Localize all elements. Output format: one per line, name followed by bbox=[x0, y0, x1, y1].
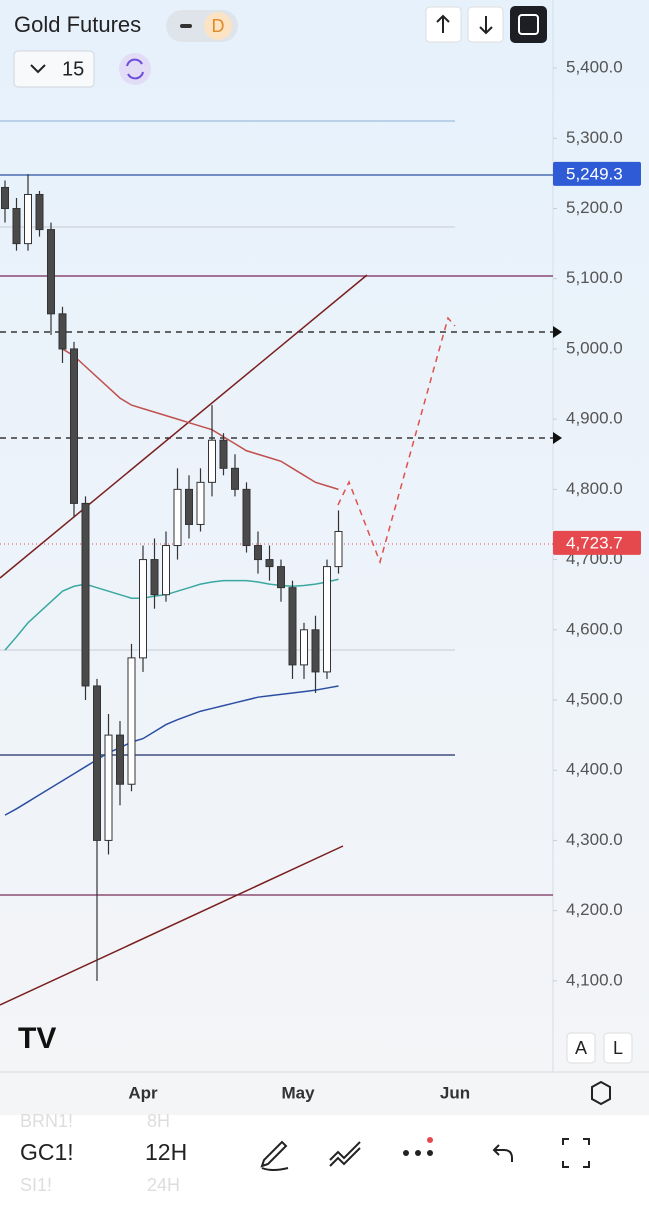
candle-body bbox=[173, 488, 182, 547]
y-tick-label: 5,100.0 bbox=[566, 268, 623, 287]
log-scale-button[interactable] bbox=[603, 1032, 633, 1064]
candle-body bbox=[81, 502, 90, 687]
price-marker bbox=[553, 161, 641, 186]
draw-icon[interactable] bbox=[260, 1140, 289, 1171]
candle-body bbox=[93, 685, 101, 841]
candle-body bbox=[1, 186, 9, 210]
undo-icon[interactable] bbox=[492, 1144, 513, 1162]
x-tick-label: May bbox=[281, 1083, 315, 1102]
x-tick-label: Apr bbox=[128, 1083, 158, 1102]
indicators-icon[interactable] bbox=[329, 1141, 361, 1167]
y-tick-label: 5,200.0 bbox=[566, 198, 623, 217]
y-tick-label: 4,400.0 bbox=[566, 760, 623, 779]
y-tick-label: 5,300.0 bbox=[566, 128, 623, 147]
badge: D bbox=[212, 16, 225, 36]
candle-body bbox=[311, 629, 320, 673]
candle-body bbox=[24, 193, 32, 245]
chart-background bbox=[0, 0, 649, 1115]
sync-button[interactable] bbox=[119, 53, 151, 85]
candle-body bbox=[300, 629, 308, 666]
candle-body bbox=[70, 348, 78, 504]
fullscreen-button[interactable] bbox=[510, 6, 547, 43]
moving-average bbox=[62, 348, 339, 491]
settings-icon[interactable] bbox=[591, 1080, 611, 1106]
scale-button-label: L bbox=[613, 1038, 623, 1058]
candle-body bbox=[47, 229, 55, 315]
candle-body bbox=[323, 566, 331, 673]
candle-body bbox=[219, 439, 228, 469]
bottom-toolbar bbox=[0, 1115, 649, 1200]
up-icon bbox=[436, 14, 450, 33]
candle-body bbox=[208, 439, 216, 483]
ghost-label: SI1! bbox=[20, 1175, 52, 1195]
candle-body bbox=[277, 566, 285, 589]
candle-body bbox=[254, 545, 262, 561]
ghost-label: 8H bbox=[147, 1111, 170, 1131]
y-tick-label: 4,500.0 bbox=[566, 689, 623, 708]
logo: TV bbox=[18, 1022, 56, 1055]
ghost-label: BRN1! bbox=[20, 1111, 73, 1131]
candle-body bbox=[185, 488, 193, 525]
price-marker-label: 4,723.7 bbox=[566, 533, 623, 552]
badge-circle bbox=[204, 12, 232, 40]
candle-body bbox=[116, 734, 124, 785]
y-tick-label: 4,600.0 bbox=[566, 619, 623, 638]
moving-average bbox=[4, 685, 339, 816]
candle-body bbox=[104, 734, 113, 841]
drawings bbox=[0, 120, 562, 1006]
candle-body bbox=[127, 657, 136, 785]
y-tick-label: 5,400.0 bbox=[566, 58, 623, 77]
price-marker bbox=[553, 530, 641, 555]
trend-line bbox=[0, 845, 344, 1006]
candle-body bbox=[265, 559, 274, 568]
y-tick-label: 5,000.0 bbox=[566, 338, 623, 357]
down-icon bbox=[479, 16, 493, 35]
sync-icon bbox=[126, 58, 144, 80]
fullscreen-icon bbox=[518, 14, 539, 35]
fullscreen-icon[interactable] bbox=[562, 1138, 590, 1168]
interval-button[interactable] bbox=[13, 50, 95, 88]
interval: 15 bbox=[62, 58, 84, 80]
more-icon[interactable] bbox=[403, 1137, 433, 1156]
candle-body bbox=[242, 488, 251, 547]
price-marker-label: 5,249.3 bbox=[566, 164, 623, 183]
candle-body bbox=[196, 481, 205, 525]
candle-body bbox=[162, 545, 170, 596]
scale-button-label: A bbox=[575, 1038, 587, 1058]
badge-icon bbox=[180, 24, 192, 28]
candle-body bbox=[150, 559, 159, 596]
ghost-label: 24H bbox=[147, 1175, 180, 1195]
y-tick-label: 4,100.0 bbox=[566, 970, 623, 989]
candle-body bbox=[58, 313, 67, 350]
candle-body bbox=[288, 587, 297, 666]
arrow-head bbox=[553, 326, 562, 338]
symbol-title: Gold Futures bbox=[14, 12, 141, 37]
toolbar-symbol[interactable]: GC1! bbox=[20, 1139, 74, 1165]
candle-body bbox=[35, 193, 44, 231]
auto-scale-button[interactable] bbox=[566, 1032, 596, 1064]
chevron bbox=[30, 64, 46, 74]
x-tick-label: Jun bbox=[440, 1083, 470, 1102]
candle-body bbox=[12, 208, 21, 245]
toolbar-interval[interactable]: 12H bbox=[145, 1139, 187, 1165]
trend-line bbox=[0, 274, 368, 579]
candle-body bbox=[231, 467, 239, 490]
projection-path bbox=[337, 316, 456, 565]
y-tick-label: 4,300.0 bbox=[566, 830, 623, 849]
candle-body bbox=[139, 559, 147, 659]
candle-body bbox=[334, 530, 343, 568]
y-tick-label: 4,200.0 bbox=[566, 900, 623, 919]
y-tick-label: 4,800.0 bbox=[566, 479, 623, 498]
arrow-head bbox=[553, 432, 562, 444]
y-tick-label: 4,900.0 bbox=[566, 409, 623, 428]
